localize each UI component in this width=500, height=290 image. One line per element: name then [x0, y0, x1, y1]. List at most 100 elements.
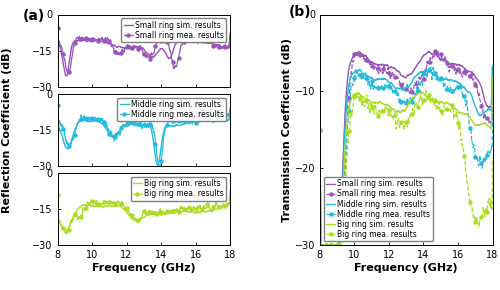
Middle ring mea. results [54, 103, 60, 106]
Middle ring mea. results [156, 164, 162, 167]
Middle ring mea. results [227, 108, 233, 112]
Big ring mea. results [396, 116, 402, 120]
Big ring sim. results [54, 196, 60, 200]
Big ring mea. results [99, 203, 105, 207]
Big ring mea. results [423, 89, 429, 93]
Small ring mea. results [227, 34, 233, 37]
Small ring sim. results [185, 40, 191, 43]
Small ring mea. results [156, 37, 162, 41]
Big ring mea. results [156, 213, 162, 217]
Big ring sim. results [348, 99, 354, 103]
Big ring sim. results [396, 109, 402, 112]
Legend: Small ring sim. results, Small ring mea. results: Small ring sim. results, Small ring mea.… [122, 18, 226, 42]
Middle ring sim. results [317, 141, 323, 144]
Small ring sim. results [362, 54, 368, 58]
Middle ring sim. results [227, 106, 233, 110]
Small ring mea. results [317, 128, 323, 132]
Small ring sim. results [86, 39, 91, 42]
Big ring sim. results [63, 229, 69, 232]
Middle ring sim. results [132, 124, 138, 127]
Middle ring sim. results [154, 163, 160, 167]
Small ring sim. results [227, 32, 233, 35]
Middle ring mea. results [490, 111, 496, 115]
Big ring sim. results [86, 204, 91, 207]
Line: Middle ring sim. results: Middle ring sim. results [320, 67, 492, 245]
Small ring sim. results [170, 49, 176, 52]
Y-axis label: Transmission Coefficient (dB): Transmission Coefficient (dB) [282, 38, 292, 222]
Big ring mea. results [185, 205, 191, 209]
Big ring sim. results [317, 141, 323, 144]
Small ring sim. results [317, 141, 323, 144]
Middle ring sim. results [490, 65, 496, 68]
Middle ring mea. results [348, 90, 354, 94]
Legend: Big ring sim. results, Big ring mea. results: Big ring sim. results, Big ring mea. res… [130, 177, 226, 201]
Middle ring sim. results [362, 72, 368, 75]
Middle ring mea. results [170, 118, 176, 122]
Big ring sim. results [156, 211, 162, 215]
Middle ring sim. results [447, 78, 453, 81]
Small ring mea. results [133, 46, 139, 49]
Big ring mea. results [54, 194, 60, 197]
Big ring mea. results [362, 104, 368, 107]
Legend: Middle ring sim. results, Middle ring mea. results: Middle ring sim. results, Middle ring me… [118, 97, 226, 121]
Big ring sim. results [185, 210, 191, 214]
Big ring mea. results [432, 101, 438, 104]
Line: Small ring mea. results: Small ring mea. results [56, 26, 232, 74]
Middle ring sim. results [85, 119, 91, 123]
Small ring mea. results [448, 63, 454, 67]
Middle ring mea. results [362, 73, 368, 77]
Big ring sim. results [447, 103, 453, 107]
Text: Reflection Coefficient (dB): Reflection Coefficient (dB) [2, 48, 12, 213]
Big ring sim. results [432, 101, 438, 104]
Middle ring sim. results [170, 124, 176, 128]
Middle ring mea. results [99, 117, 105, 120]
Big ring mea. results [448, 110, 454, 113]
Big ring mea. results [317, 128, 323, 132]
Small ring mea. results [490, 87, 496, 91]
Text: (a): (a) [23, 9, 45, 23]
Small ring mea. results [396, 76, 402, 80]
Middle ring sim. results [348, 77, 354, 80]
Legend: Small ring sim. results, Small ring mea. results, Middle ring sim. results, Midd: Small ring sim. results, Small ring mea.… [324, 177, 432, 241]
Middle ring mea. results [318, 243, 324, 247]
Small ring sim. results [396, 70, 402, 73]
Big ring mea. results [318, 243, 324, 247]
Big ring mea. results [419, 99, 425, 103]
Big ring sim. results [362, 96, 368, 100]
Small ring mea. results [348, 72, 354, 75]
Middle ring mea. results [448, 85, 454, 88]
Small ring mea. results [436, 49, 442, 52]
Small ring mea. results [170, 62, 176, 66]
Middle ring mea. results [317, 128, 323, 132]
Small ring sim. results [448, 62, 454, 66]
Small ring mea. results [99, 36, 105, 39]
Small ring sim. results [156, 48, 162, 52]
Middle ring mea. results [432, 74, 438, 78]
Big ring mea. results [64, 232, 70, 235]
Middle ring sim. results [156, 157, 162, 161]
Small ring mea. results [419, 70, 425, 74]
Big ring mea. results [227, 193, 233, 196]
Line: Middle ring mea. results: Middle ring mea. results [318, 65, 494, 246]
Middle ring sim. results [185, 121, 191, 125]
Big ring mea. results [170, 208, 176, 212]
Line: Small ring sim. results: Small ring sim. results [58, 31, 230, 76]
Small ring sim. results [99, 39, 105, 43]
Line: Small ring sim. results: Small ring sim. results [320, 51, 492, 245]
Big ring sim. results [490, 75, 496, 79]
Big ring sim. results [170, 211, 176, 214]
Line: Middle ring sim. results: Middle ring sim. results [58, 108, 230, 165]
Middle ring mea. results [85, 116, 91, 119]
Line: Small ring mea. results: Small ring mea. results [318, 49, 494, 246]
Small ring sim. results [419, 56, 425, 59]
X-axis label: Frequency (GHz): Frequency (GHz) [92, 263, 196, 273]
Line: Middle ring mea. results: Middle ring mea. results [56, 103, 232, 167]
Small ring mea. results [54, 26, 60, 30]
Small ring sim. results [432, 53, 438, 56]
Small ring mea. results [86, 37, 91, 41]
Line: Big ring sim. results: Big ring sim. results [58, 190, 230, 230]
Middle ring mea. results [396, 94, 402, 97]
Middle ring mea. results [428, 65, 434, 69]
Middle ring mea. results [132, 120, 138, 123]
Small ring mea. results [362, 57, 368, 61]
